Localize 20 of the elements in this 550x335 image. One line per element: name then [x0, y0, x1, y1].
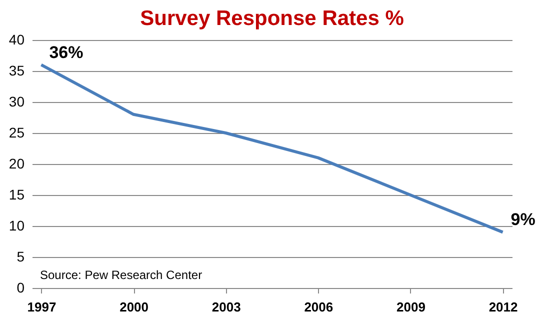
y-tick-label: 15 [8, 186, 25, 202]
x-tick-label: 2003 [212, 300, 241, 314]
y-tick-label: 30 [8, 94, 25, 110]
y-tick-label: 5 [16, 248, 25, 264]
y-tick-label: 0 [16, 280, 25, 296]
data-label: 9% [510, 210, 536, 230]
y-tick-label: 20 [8, 156, 25, 172]
x-tick-label: 2012 [488, 300, 518, 314]
y-tick-label: 40 [8, 32, 25, 48]
x-tick-label: 2009 [396, 300, 426, 314]
y-tick-label: 10 [8, 218, 25, 234]
line-series [40, 63, 504, 234]
y-tick-label: 25 [8, 124, 25, 140]
chart-title: Survey Response Rates % [140, 7, 404, 30]
x-tick-label: 1997 [27, 300, 56, 314]
x-tick-label: 2006 [304, 300, 334, 314]
annotation: Source: Pew Research Center [40, 268, 202, 282]
x-tick-label: 2000 [120, 300, 148, 314]
y-tick-label: 35 [8, 62, 25, 78]
data-label: 36% [49, 42, 84, 62]
